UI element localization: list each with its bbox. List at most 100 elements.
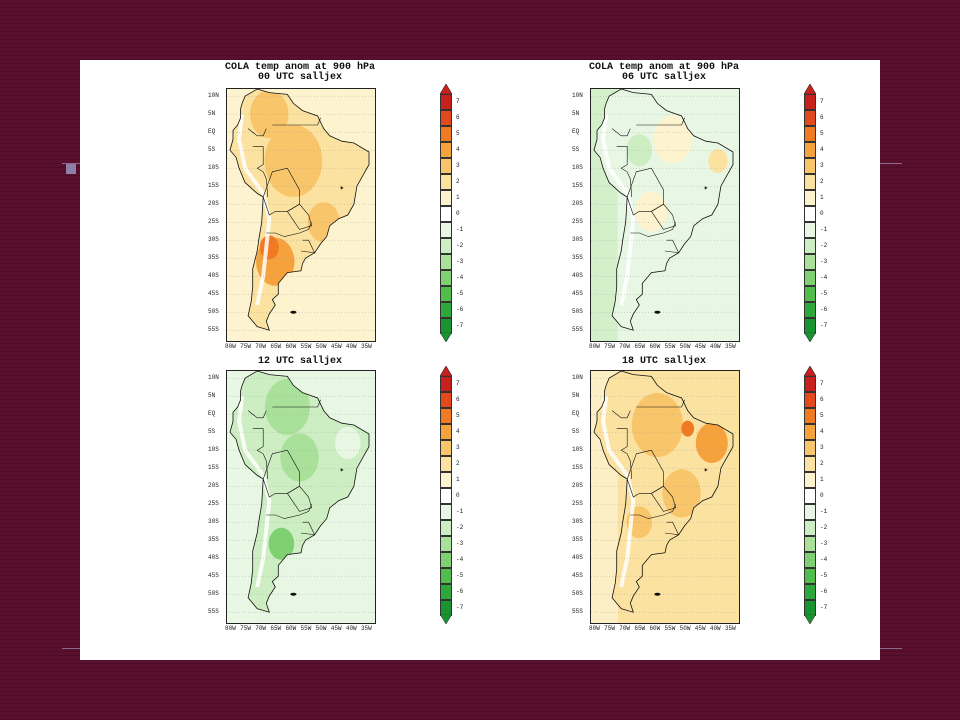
colorbar-label: 6 [820,396,824,403]
colorbar-swatch [440,142,452,158]
lat-tick-label: 15S [572,182,583,190]
colorbar-label: 0 [820,210,824,217]
colorbar-swatch [440,504,452,520]
lat-tick-label: 30S [208,518,219,526]
lon-tick-label: 75W [240,343,251,350]
country-border [651,485,676,512]
colorbar-label: 1 [820,194,824,201]
anomaly-region [268,527,295,560]
lat-tick-label: 20S [208,200,219,208]
lon-tick-label: 35W [724,625,736,632]
country-border [611,128,631,137]
country-border [630,222,676,237]
map-panel-06utc: COLA temp anom at 900 hPa 06 UTC salljex… [564,60,884,360]
lon-tick-label: 35W [360,343,372,350]
lon-tick-label: 50W [315,343,327,350]
colorbar-swatch [440,190,452,206]
colorbar-label: 7 [456,98,460,105]
colorbar-label: 6 [820,114,824,121]
colorbar-label: -3 [456,258,464,265]
lat-tick-label: 20S [572,200,583,208]
map-plot: ✶ [227,89,375,341]
falkland-islands [290,592,297,596]
country-border [247,410,267,419]
colorbar-label: -4 [456,556,464,563]
lon-tick-label: 40W [709,343,721,350]
map-plot: ✶ [227,371,375,623]
colorbar-swatch [804,94,816,110]
colorbar-label: 3 [820,444,824,451]
lat-tick-label: 10S [572,164,583,172]
map-frame: ✶ [226,370,376,624]
colorbar-label: 2 [820,460,824,467]
colorbar-label: -2 [820,524,828,531]
lon-tick-label: 45W [330,625,342,632]
map-panel-12utc: 12 UTC salljex ✶ 7 6 5 4 3 2 1 0 -1 -2 -3 -4 -5 -6 -7 … [200,354,520,654]
lat-tick-label: 35S [208,536,219,544]
colorbar-label: -4 [456,274,464,281]
lat-tick-label: 45S [208,290,219,298]
colorbar-label: -5 [820,290,828,297]
lon-tick-label: 50W [679,343,691,350]
lon-tick-label: 60W [285,343,297,350]
lon-tick-label: 75W [604,625,615,632]
lat-tick-label: 10S [572,446,583,454]
lon-tick-label: 70W [255,625,267,632]
colorbar-label: -7 [456,604,464,611]
colorbar-label: -4 [820,556,828,563]
lon-tick-label: 70W [619,343,631,350]
colorbar-swatch [804,142,816,158]
colorbar-swatch [440,424,452,440]
map-frame: ✶ [590,370,740,624]
colorbar-arrow-bottom [440,332,452,342]
lat-tick-label: 40S [208,272,219,280]
country-border [272,117,321,126]
country-border [630,504,676,519]
lon-tick-label: 40W [345,625,357,632]
colorbar-swatch [804,110,816,126]
lat-tick-label: 5S [208,428,216,436]
colorbar-swatch [804,302,816,318]
colorbar-swatch [804,158,816,174]
colorbar-label: 3 [820,162,824,169]
lat-tick-label: EQ [208,128,216,136]
colorbar-swatch [804,552,816,568]
map-title-line2: 18 UTC salljex [621,356,706,367]
lon-tick-label: 75W [604,343,615,350]
country-border [651,203,676,230]
lat-tick-label: 10S [208,446,219,454]
colorbar-label: 4 [456,428,460,435]
lon-tick-label: 80W [225,343,236,350]
lon-tick-label: 60W [285,625,297,632]
colorbar-label: 1 [456,194,460,201]
lat-tick-label: 35S [208,254,219,262]
colorbar-arrow-shape [804,614,816,624]
colorbar-label: -5 [456,572,464,579]
colorbar-swatch [440,158,452,174]
lon-tick-label: 55W [664,343,676,350]
colorbar-label: 5 [820,130,824,137]
colorbar-label: 5 [456,130,460,137]
colorbar-arrow-shape [440,366,452,376]
colorbar-swatch [804,190,816,206]
map-frame: ✶ [590,88,740,342]
colorbar-arrow-top [440,366,452,376]
colorbar-label: 6 [456,114,460,121]
colorbar-swatch [804,174,816,190]
colorbar-swatch [804,222,816,238]
anomaly-region [681,420,695,437]
colorbar-label: -1 [820,226,828,233]
colorbar-label: 0 [820,492,824,499]
country-border [300,239,316,254]
colorbar-label: -2 [456,242,464,249]
colorbar-swatch [440,110,452,126]
lat-tick-label: 35S [572,254,583,262]
colorbar-label: -3 [820,258,828,265]
coastline [229,371,370,613]
colorbar-arrow-shape [804,332,816,342]
station-marker: ✶ [703,467,708,474]
colorbar: 7 6 5 4 3 2 1 0 -1 -2 -3 -4 -5 -6 -7 [440,84,463,350]
colorbar-swatch [440,408,452,424]
lon-tick-label: 60W [649,343,661,350]
lat-tick-label: 45S [572,572,583,580]
